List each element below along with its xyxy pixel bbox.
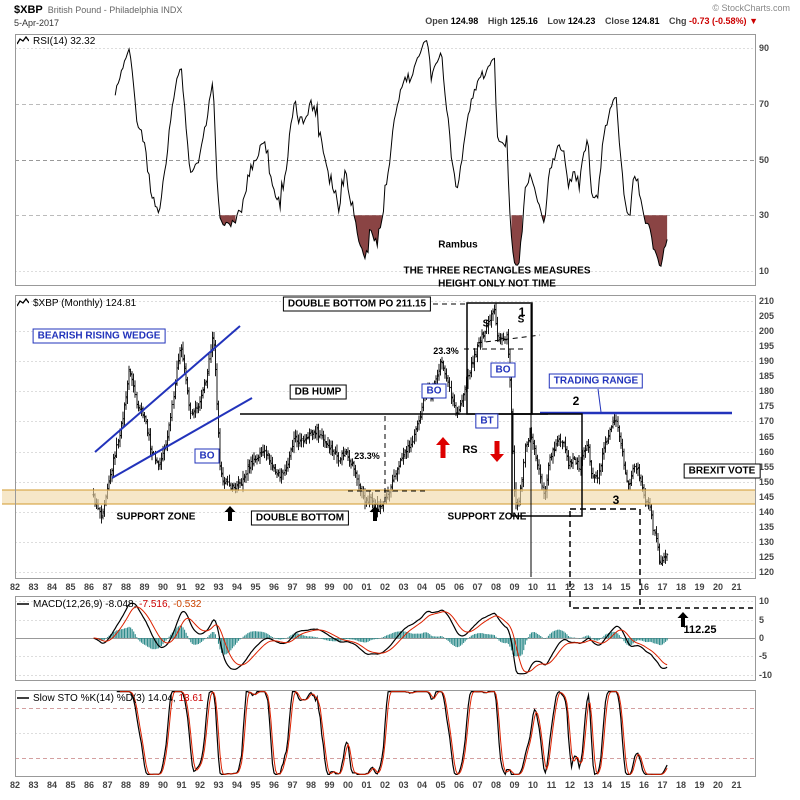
chart-date: 5-Apr-2017 — [14, 18, 60, 28]
price-legend-text: $XBP (Monthly) 124.81 — [33, 298, 137, 309]
symbol-name: British Pound - Philadelphia INDX — [47, 5, 183, 15]
macd-legend-icon — [17, 599, 29, 611]
macd-value-3: -0.532 — [173, 599, 202, 610]
close-label: Close — [604, 16, 630, 26]
sto-value-1: 14.04, — [147, 693, 176, 704]
symbol: $XBP — [14, 4, 43, 16]
price-legend: $XBP (Monthly) 124.81 — [16, 297, 137, 310]
quote-bar: Open 124.98 High 125.16 Low 124.23 Close… — [425, 16, 758, 26]
rsi-legend: RSI(14) 32.32 — [16, 35, 96, 48]
macd-value-2: -7.516, — [139, 599, 171, 610]
copyright: © StockCharts.com — [712, 3, 790, 13]
sto-legend: Slow STO %K(14) %D(3) 14.04, 13.61 — [17, 693, 203, 705]
sto-legend-icon — [17, 693, 29, 705]
low-value: 124.23 — [567, 16, 596, 26]
price-legend-icon — [16, 297, 30, 310]
macd-value-1: -8.048, — [105, 599, 137, 610]
macd-legend: MACD(12,26,9) -8.048, -7.516, -0.532 — [17, 599, 201, 611]
chg-direction-icon: ▼ — [749, 16, 758, 26]
macd-legend-name: MACD(12,26,9) — [33, 599, 103, 610]
rsi-legend-text: RSI(14) 32.32 — [33, 36, 96, 47]
sto-legend-name: Slow STO %K(14) %D(3) — [33, 693, 146, 704]
open-label: Open — [425, 16, 449, 26]
low-label: Low — [547, 16, 566, 26]
chg-label: Chg — [669, 16, 687, 26]
chg-value: -0.73 (-0.58%) — [689, 16, 747, 26]
rsi-legend-icon — [16, 35, 30, 48]
sto-value-2: 13.61 — [178, 693, 204, 704]
symbol-title: $XBP British Pound - Philadelphia INDX — [14, 4, 182, 16]
open-value: 124.98 — [450, 16, 479, 26]
close-value: 124.81 — [631, 16, 660, 26]
high-value: 125.16 — [510, 16, 538, 26]
chart-header: $XBP British Pound - Philadelphia INDX 5-… — [0, 0, 800, 30]
high-label: High — [487, 16, 508, 26]
